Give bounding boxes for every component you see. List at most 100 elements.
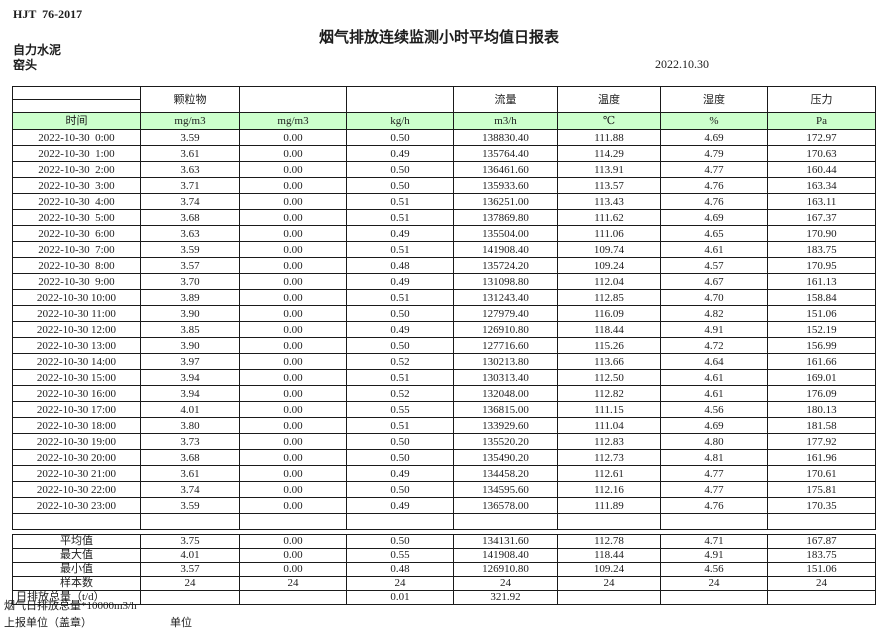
value-cell: 111.04 xyxy=(557,417,661,434)
value-cell xyxy=(660,590,768,605)
value-cell: 4.65 xyxy=(660,225,768,242)
value-cell: 112.78 xyxy=(557,534,661,549)
value-cell: 0.50 xyxy=(346,481,454,498)
value-cell: 3.68 xyxy=(140,449,240,466)
table-row: 最小值 3.57 0.00 0.48 126910.80 109.24 4.56 151.06 xyxy=(12,562,876,577)
value-cell: 321.92 xyxy=(453,590,558,605)
value-cell: 0.50 xyxy=(346,161,454,178)
time-header-lower-cell xyxy=(12,99,141,113)
value-cell: 3.61 xyxy=(140,145,240,162)
time-cell: 2022-10-30 2:00 xyxy=(12,161,141,178)
value-cell: 24 xyxy=(239,576,347,591)
value-cell: 0.50 xyxy=(346,337,454,354)
time-cell: 2022-10-30 11:00 xyxy=(12,305,141,322)
summary-label-cell: 最小值 xyxy=(12,562,141,577)
value-cell: 3.70 xyxy=(140,273,240,290)
table-row: 2022-10-30 23:00 3.59 0.00 0.49 136578.00 111… xyxy=(12,497,876,514)
table-row: 2022-10-30 18:00 3.80 0.00 0.51 133929.60 111… xyxy=(12,417,876,434)
value-cell: 170.61 xyxy=(767,465,876,482)
value-cell: 4.77 xyxy=(660,465,768,482)
value-cell: 111.06 xyxy=(557,225,661,242)
report-unit-label: 上报单位（盖章） xyxy=(4,617,92,629)
value-cell: 4.70 xyxy=(660,289,768,306)
value-cell: 135504.00 xyxy=(453,225,558,242)
value-cell: 0.50 xyxy=(346,177,454,194)
unit-cell: ℃ xyxy=(557,112,661,130)
time-cell: 2022-10-30 1:00 xyxy=(12,145,141,162)
value-cell: 4.76 xyxy=(660,497,768,514)
value-cell: 4.56 xyxy=(660,562,768,577)
value-cell: 0.52 xyxy=(346,385,454,402)
value-cell: 4.69 xyxy=(660,129,768,146)
value-cell: 0.00 xyxy=(239,337,347,354)
value-cell: 4.77 xyxy=(660,481,768,498)
value-cell: 4.91 xyxy=(660,321,768,338)
value-cell: 3.68 xyxy=(140,209,240,226)
value-cell: 118.44 xyxy=(557,548,661,563)
value-cell: 0.51 xyxy=(346,193,454,210)
value-cell: 169.01 xyxy=(767,369,876,386)
value-cell: 0.00 xyxy=(239,562,347,577)
value-cell: 136461.60 xyxy=(453,161,558,178)
value-cell: 4.79 xyxy=(660,145,768,162)
value-cell: 0.49 xyxy=(346,145,454,162)
value-cell: 0.00 xyxy=(239,289,347,306)
value-cell: 134458.20 xyxy=(453,465,558,482)
value-cell: 111.15 xyxy=(557,401,661,418)
table-row: 2022-10-30 6:00 3.63 0.00 0.49 135504.00 111.… xyxy=(12,225,876,242)
value-cell: 138830.40 xyxy=(453,129,558,146)
station-name: 窑头 xyxy=(13,58,38,72)
table-row: 2022-10-30 10:00 3.89 0.00 0.51 131243.40 112… xyxy=(12,289,876,306)
value-cell: 4.69 xyxy=(660,417,768,434)
value-cell: 136251.00 xyxy=(453,193,558,210)
value-cell: 112.83 xyxy=(557,433,661,450)
value-cell: 112.61 xyxy=(557,465,661,482)
time-cell: 2022-10-30 7:00 xyxy=(12,241,141,258)
value-cell: 111.88 xyxy=(557,129,661,146)
value-cell: 127979.40 xyxy=(453,305,558,322)
value-cell: 3.71 xyxy=(140,177,240,194)
value-cell: 170.95 xyxy=(767,257,876,274)
value-cell xyxy=(239,590,347,605)
value-cell: 112.73 xyxy=(557,449,661,466)
value-cell: 3.74 xyxy=(140,193,240,210)
time-cell: 2022-10-30 23:00 xyxy=(12,497,141,514)
value-cell: 4.81 xyxy=(660,449,768,466)
value-cell: 0.51 xyxy=(346,209,454,226)
value-cell: 161.66 xyxy=(767,353,876,370)
time-cell: 2022-10-30 9:00 xyxy=(12,273,141,290)
value-cell: 175.81 xyxy=(767,481,876,498)
value-cell: 4.57 xyxy=(660,257,768,274)
table-row: 2022-10-30 4:00 3.74 0.00 0.51 136251.00 113.… xyxy=(12,193,876,210)
value-cell: 163.11 xyxy=(767,193,876,210)
value-cell: 132048.00 xyxy=(453,385,558,402)
value-cell: 0.00 xyxy=(239,273,347,290)
value-cell: 4.71 xyxy=(660,534,768,549)
time-cell: 2022-10-30 5:00 xyxy=(12,209,141,226)
value-cell: 3.57 xyxy=(140,562,240,577)
table-row: 2022-10-30 22:00 3.74 0.00 0.50 134595.60 112… xyxy=(12,481,876,498)
value-cell: 131243.40 xyxy=(453,289,558,306)
value-cell: 112.16 xyxy=(557,481,661,498)
value-cell: 0.00 xyxy=(239,401,347,418)
value-cell: 24 xyxy=(767,576,876,591)
value-cell: 0.00 xyxy=(239,161,347,178)
value-cell: 141908.40 xyxy=(453,241,558,258)
time-cell: 2022-10-30 14:00 xyxy=(12,353,141,370)
time-cell: 2022-10-30 19:00 xyxy=(12,433,141,450)
value-cell: 151.06 xyxy=(767,562,876,577)
value-cell: 135490.20 xyxy=(453,449,558,466)
value-cell: 0.48 xyxy=(346,562,454,577)
time-cell: 2022-10-30 17:00 xyxy=(12,401,141,418)
value-cell: 112.82 xyxy=(557,385,661,402)
value-cell: 0.00 xyxy=(239,449,347,466)
value-cell: 111.62 xyxy=(557,209,661,226)
value-cell: 0.49 xyxy=(346,465,454,482)
value-cell: 3.94 xyxy=(140,385,240,402)
value-cell: 4.76 xyxy=(660,193,768,210)
value-cell xyxy=(140,590,240,605)
value-cell: 4.91 xyxy=(660,548,768,563)
value-cell: 0.51 xyxy=(346,369,454,386)
value-cell: 0.00 xyxy=(239,369,347,386)
time-cell: 2022-10-30 10:00 xyxy=(12,289,141,306)
